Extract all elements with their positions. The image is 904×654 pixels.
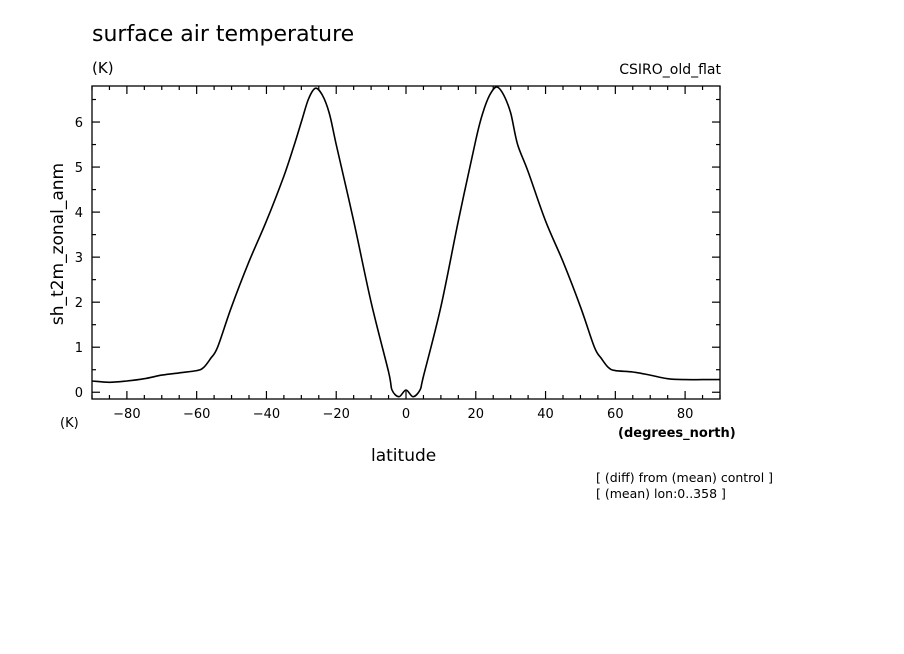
y-axis-label: sh_t2m_zonal_anm [48,162,68,326]
chart-title: surface air temperature [92,22,355,47]
y-tick-label: 3 [75,251,83,266]
series-line [91,86,720,398]
x-tick-label: −40 [253,407,280,422]
x-tick-label: 40 [537,407,554,422]
x-tick-label: −20 [323,407,350,422]
y-tick-label: 1 [75,341,83,356]
x-tick-label: 80 [677,407,694,422]
y-tick-label: 6 [75,116,83,131]
units-label: (K) [92,59,114,77]
x-tick-label: −80 [113,407,140,422]
x-axis-label: latitude [371,446,437,466]
y-tick-label: 4 [75,206,83,221]
minor-ticks [91,86,721,399]
model-label: CSIRO_old_flat [619,62,721,78]
x-axis: −80 −60 −40 −20 0 20 40 60 80 [113,86,693,422]
y-tick-label: 0 [75,386,83,401]
note-mean: [ (mean) lon:0..358 ] [596,486,726,501]
x-tick-label: −60 [183,407,210,422]
note-diff: [ (diff) from (mean) control ] [596,470,774,485]
y-axis: 0 1 2 3 4 5 6 [75,116,720,401]
x-tick-label: 0 [402,407,410,422]
y-tick-label: 2 [75,296,83,311]
y-units-label: (K) [60,416,79,431]
plot-frame [91,85,721,400]
x-tick-label: 20 [468,407,485,422]
x-axis-units: (degrees_north) [618,426,736,441]
x-tick-label: 60 [607,407,624,422]
y-tick-label: 5 [75,161,83,176]
